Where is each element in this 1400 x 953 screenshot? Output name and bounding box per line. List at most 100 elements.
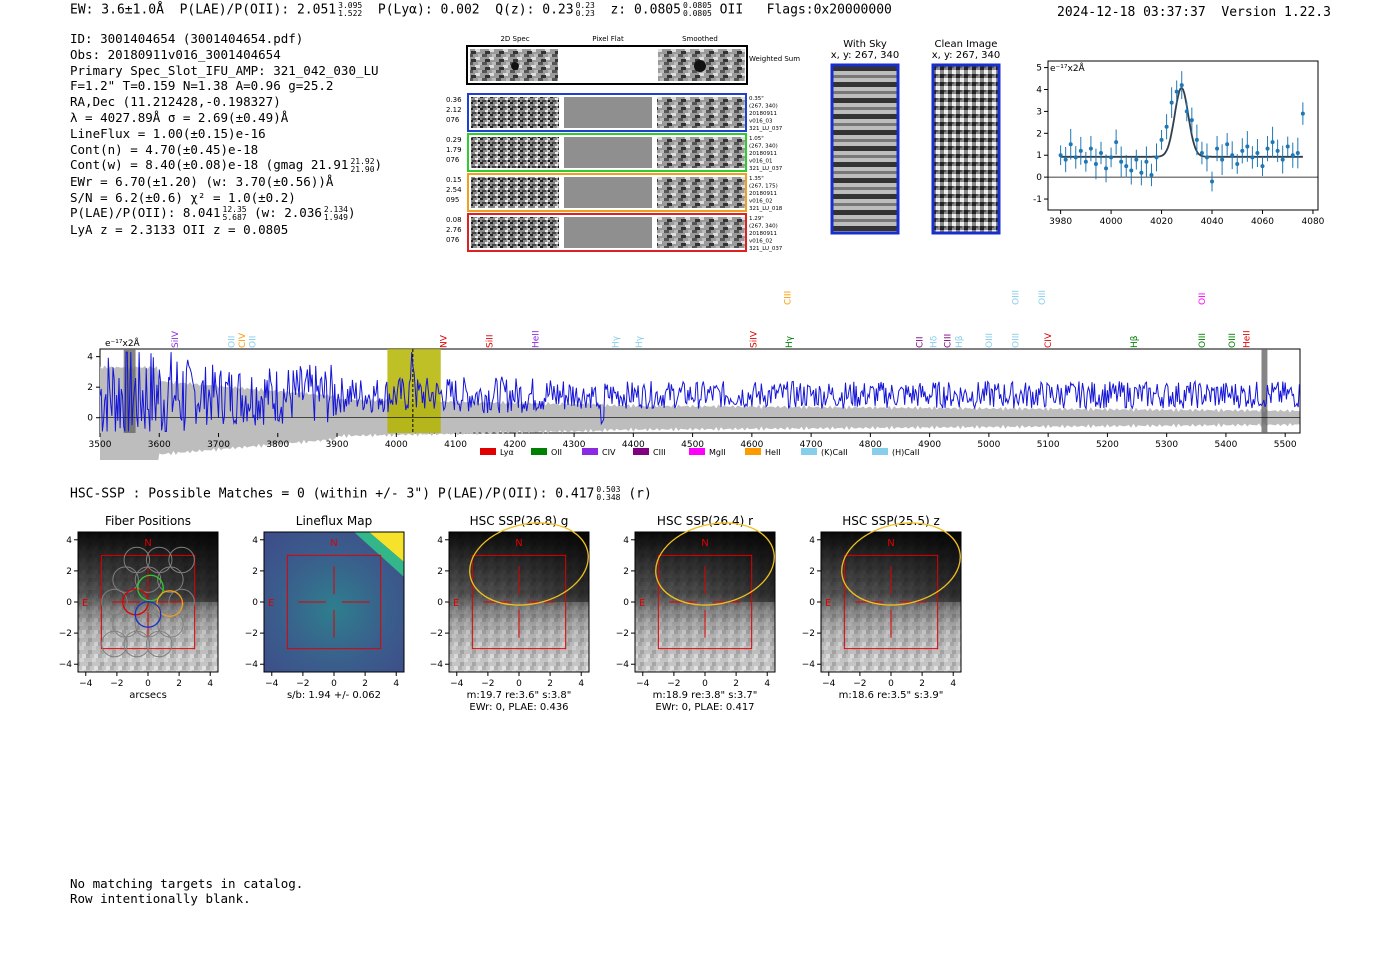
- zoom-point: [1169, 100, 1174, 105]
- cutout-left-stat: 0.29: [446, 136, 462, 144]
- cutout-right-meta: v016_02: [749, 199, 773, 205]
- panel-ellipse: [469, 522, 589, 606]
- cutout-right-meta: v016_03: [749, 119, 773, 125]
- zoom-xtick-label: 3980: [1049, 217, 1072, 227]
- spectrum-xtick-label: 4600: [740, 440, 763, 450]
- legend-swatch: [689, 448, 705, 455]
- col-2d-label: 2D Spec: [500, 35, 529, 43]
- spectrum-xtick-label: 4700: [800, 440, 823, 450]
- header-right: 2024-12-18 03:37:37 Version 1.22.3: [1057, 5, 1331, 20]
- panel-ytick-label: 0: [66, 598, 72, 608]
- panel-xtick-label: 4: [393, 679, 399, 689]
- spectrum-flux-line: [99, 351, 1300, 432]
- zoom-ytick-label: -1: [1033, 195, 1042, 205]
- legend-label: MgII: [709, 448, 726, 457]
- spectral-line-label: OIII: [1038, 290, 1048, 305]
- panel-ellipse: [841, 522, 961, 606]
- panel-north: N: [887, 538, 894, 549]
- panel-xtick-label: −4: [265, 679, 279, 689]
- cutout-right-meta: 321_LU_037: [749, 126, 783, 132]
- cutout-flat: [564, 97, 652, 128]
- panel-xtick-label: −4: [822, 679, 836, 689]
- spectrum-mask-right: [1261, 349, 1268, 433]
- panel-title: HSC SSP(25.5) z: [842, 514, 940, 528]
- col-flat-label: Pixel Flat: [592, 35, 624, 43]
- spectrum-plot: [99, 349, 1300, 460]
- cutout-left-stat: 076: [446, 156, 460, 164]
- spectral-line-label: CIII: [943, 334, 953, 348]
- info-plae-lo: 5.687: [222, 212, 247, 222]
- panel-ytick-label: −4: [59, 660, 73, 670]
- info-contw-lo: 21.90: [350, 164, 375, 174]
- zoom-point: [1250, 155, 1255, 160]
- spectral-line-label: OII: [248, 336, 258, 348]
- fiber-circle: [168, 588, 195, 616]
- fiber-circle: [145, 546, 173, 574]
- zoom-point: [1245, 144, 1250, 149]
- spectral-line-label: CII: [916, 336, 926, 348]
- spectral-line-label: OII: [228, 336, 238, 348]
- zoom-point: [1189, 118, 1194, 123]
- panel-ytick-label: 4: [437, 536, 443, 546]
- cutout-2d: [471, 217, 559, 248]
- fiber-circle: [101, 588, 128, 616]
- panel-aperture-box: [286, 554, 382, 650]
- panel-north: N: [515, 538, 522, 549]
- panel-title: Fiber Positions: [105, 514, 191, 528]
- info-plae-w: (w: 2.036: [254, 205, 322, 221]
- panel-ytick-label: 2: [252, 567, 258, 577]
- info-contw-end: ): [374, 157, 383, 173]
- legend-label: Lyα: [500, 448, 514, 457]
- spectral-line-label: SiII: [485, 334, 495, 348]
- zoom-point: [1280, 157, 1285, 162]
- fiber-circle: [145, 630, 173, 658]
- zoom-point: [1265, 146, 1270, 151]
- cutout-right-meta: (267, 340): [749, 224, 778, 230]
- zoom-point: [1295, 151, 1300, 156]
- panel-xtick-label: −4: [636, 679, 650, 689]
- spectral-line-label: Hγ: [785, 335, 795, 348]
- hsc-title-text: HSC-SSP : Possible Matches = 0 (within +…: [70, 486, 595, 502]
- zoom-point: [1225, 142, 1230, 147]
- zoom-xtick-label: 4080: [1302, 217, 1325, 227]
- legend-swatch: [633, 448, 649, 455]
- zoom-ylabel: e⁻¹⁷x2Å: [1050, 62, 1086, 74]
- panel-ytick-label: 0: [437, 598, 443, 608]
- spectral-line-label: Hγ: [635, 335, 645, 348]
- zoom-point: [1255, 151, 1260, 156]
- spectral-line-label: OIII: [985, 333, 995, 348]
- panel-ytick-label: 4: [66, 536, 72, 546]
- header-plya: P(Lyα): 0.002: [377, 2, 480, 18]
- image-panel: Fiber Positions N E −4 −2 0 2 4 4 2 0 −2 −4 arcsecs: [59, 514, 219, 701]
- panel-ytick-label: 2: [66, 567, 72, 577]
- spectral-line-label: CIII: [783, 291, 793, 305]
- cutout-stack: 2D Spec Pixel Flat Smoothed Weighted Sum…: [446, 35, 800, 252]
- panel-xtick-label: 0: [145, 679, 151, 689]
- zoom-point: [1098, 151, 1103, 156]
- zoom-point: [1088, 146, 1093, 151]
- zoom-point: [1204, 155, 1209, 160]
- panel-ytick-label: −4: [245, 660, 259, 670]
- zoom-point: [1174, 89, 1179, 94]
- header-qz-hi: 0.23: [575, 1, 595, 10]
- zoom-plot: e⁻¹⁷x2Å 3980 4000 4020 4040 4060 4080 5 4 3 2 1 0 -1: [1033, 60, 1325, 227]
- spectral-line-label: CIV: [1044, 332, 1054, 348]
- info-obs: Obs: 20180911v016_3001404654: [70, 46, 281, 62]
- zoom-point: [1230, 153, 1235, 158]
- panel-ytick-label: −2: [802, 629, 815, 639]
- spectrum-xtick-label: 4000: [385, 440, 408, 450]
- zoom-point: [1063, 157, 1068, 162]
- panel-xtick-label: −2: [481, 679, 494, 689]
- info-plae: P(LAE)/P(OII): 8.041 12.35 5.687 (w: 2.036…: [70, 205, 382, 222]
- header-z-hi: 0.0805: [682, 1, 712, 10]
- cutout-left-stat: 0.36: [446, 96, 462, 104]
- cutout-left-stat: 076: [446, 116, 460, 124]
- cutout-right-meta: 1.29": [749, 216, 764, 222]
- info-plae-w-end: ): [347, 205, 356, 221]
- info-contn: Cont(n) = 4.70(±0.45)e-18: [70, 141, 259, 157]
- spectrum-ylabel: e⁻¹⁷x2Å: [105, 337, 141, 349]
- zoom-point: [1159, 137, 1164, 142]
- info-lambda: λ = 4027.89Å σ = 2.69(±0.49)Å: [70, 109, 289, 125]
